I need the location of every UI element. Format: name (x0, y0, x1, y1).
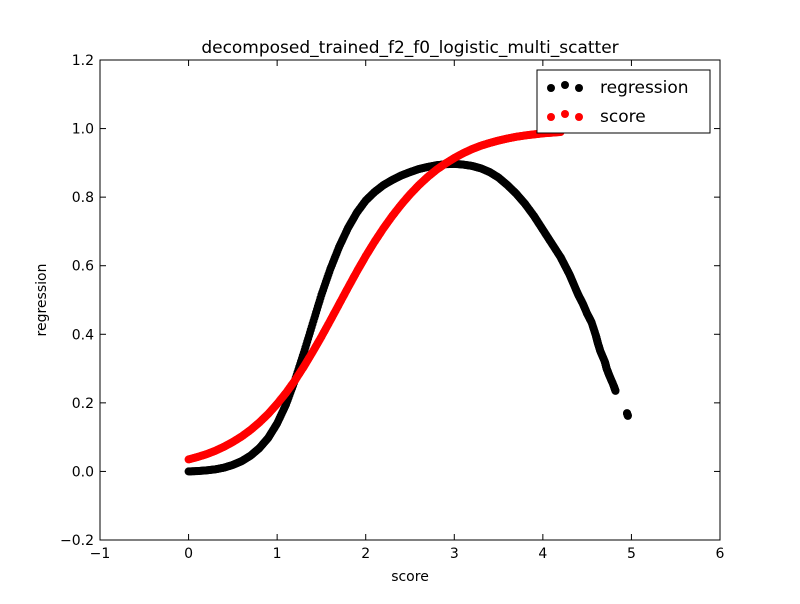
x-tick-label: −1 (90, 546, 111, 562)
x-axis-label: score (391, 569, 429, 585)
legend-marker (561, 110, 569, 118)
points-layer (184, 128, 632, 476)
x-tick-label: 3 (450, 546, 459, 562)
x-tick-label: 6 (716, 546, 725, 562)
x-tick-label: 5 (627, 546, 636, 562)
legend-entry-score: score (547, 107, 646, 127)
legend-marker (561, 81, 569, 89)
legend-marker (575, 113, 583, 121)
y-tick-label: 0.6 (72, 259, 94, 275)
legend-box (536, 69, 711, 134)
chart-title: decomposed_trained_f2_f0_logistic_multi_… (201, 38, 618, 58)
legend-label-regression: regression (600, 78, 689, 98)
x-tick-label: 4 (538, 546, 547, 562)
y-axis-label: regression (34, 264, 50, 337)
legend-marker (547, 113, 555, 121)
y-tick-label: 0.0 (72, 464, 94, 480)
plot-frame (99, 59, 721, 541)
ticks-layer: −1 0 1 2 3 4 5 6 −0.2 0.0 0.2 0.4 0.6 0.8 1.0 1.2 (60, 53, 725, 562)
data-point (623, 411, 632, 420)
y-tick-label: 0.8 (72, 190, 94, 206)
y-tick-label: 0.4 (72, 327, 94, 343)
y-tick-label: −0.2 (60, 533, 94, 549)
x-tick-label: 2 (361, 546, 370, 562)
y-tick-label: 1.2 (72, 53, 94, 69)
data-point (611, 386, 620, 395)
x-tick-label: 0 (184, 546, 193, 562)
legend-marker (575, 84, 583, 92)
legend-marker (547, 84, 555, 92)
series-regression (184, 159, 632, 476)
legend: regression score (536, 69, 711, 134)
x-tick-label: 1 (273, 546, 282, 562)
series-score (184, 128, 565, 464)
y-tick-label: 0.2 (72, 396, 94, 412)
legend-label-score: score (600, 107, 646, 127)
y-tick-label: 1.0 (72, 122, 94, 138)
legend-entry-regression: regression (547, 78, 689, 98)
